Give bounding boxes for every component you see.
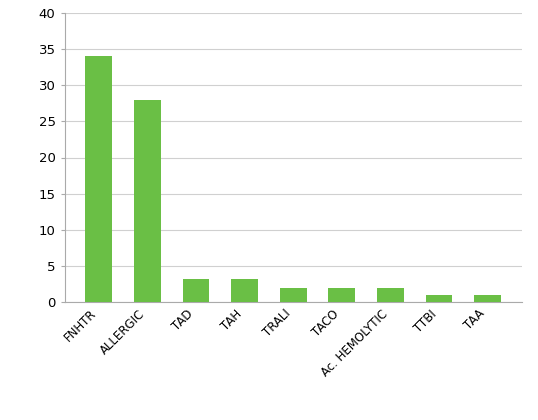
Bar: [475, 295, 501, 302]
Bar: [86, 56, 112, 302]
Bar: [329, 288, 355, 302]
Bar: [280, 288, 307, 302]
Bar: [426, 295, 452, 302]
Bar: [134, 100, 161, 302]
Bar: [231, 279, 258, 302]
Bar: [182, 279, 209, 302]
Bar: [377, 288, 404, 302]
